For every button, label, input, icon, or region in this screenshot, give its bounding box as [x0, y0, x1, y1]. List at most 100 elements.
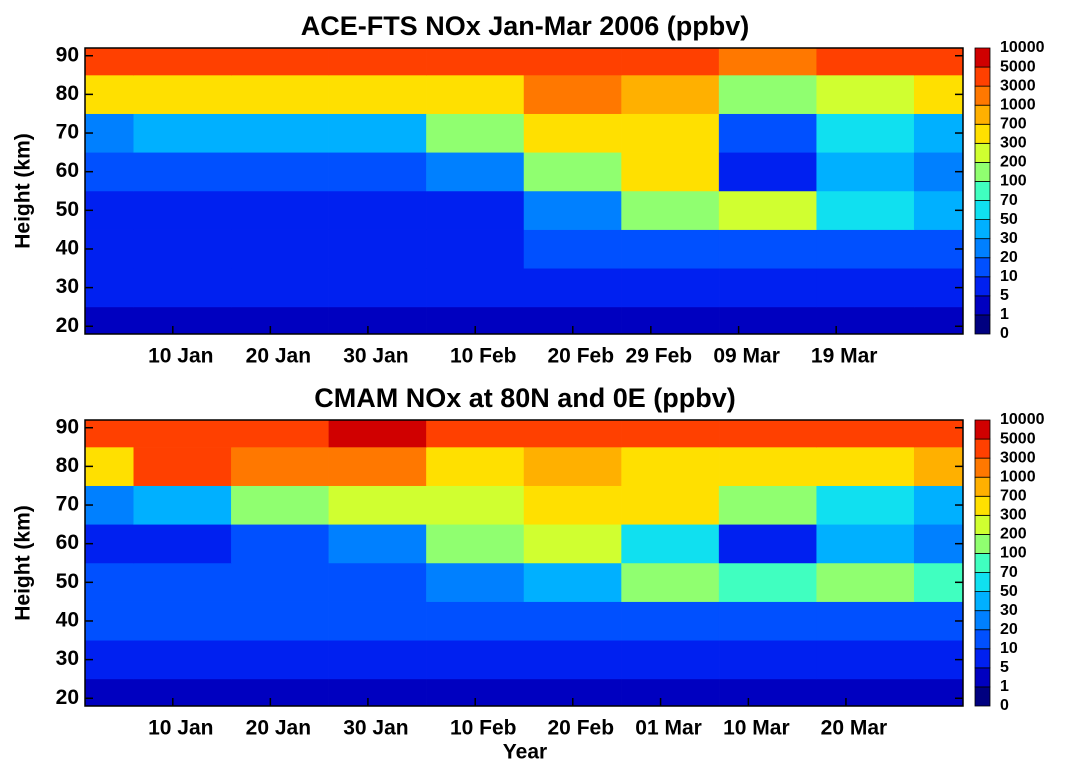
colorbar-label: 3000	[1000, 449, 1036, 466]
colorbar-label: 100	[1000, 545, 1027, 562]
x-tick-label: 10 Mar	[723, 717, 790, 740]
contour-cell	[426, 601, 525, 641]
contour-cell	[84, 640, 135, 680]
plot-frame	[84, 47, 964, 335]
contour-cell	[621, 113, 720, 153]
x-tick-label: 29 Feb	[626, 345, 693, 368]
contour-cell	[816, 152, 915, 192]
contour-cell	[718, 678, 817, 707]
contour-cell	[328, 47, 427, 76]
contour-cell	[84, 524, 135, 564]
contour-cell	[621, 419, 720, 448]
contour-cell	[523, 562, 622, 602]
colorbar-box	[974, 276, 991, 297]
colorbar-label: 10000	[1000, 39, 1045, 56]
contour-cell	[133, 229, 232, 269]
contour-cell	[621, 601, 720, 641]
y-tick-label: 90	[56, 43, 79, 66]
colorbar-box	[974, 161, 991, 182]
contour-cell	[84, 190, 135, 230]
colorbar-box	[974, 314, 991, 335]
contour-cell	[231, 562, 330, 602]
colorbar-label: 10	[1000, 640, 1018, 657]
y-tick-label: 60	[56, 159, 79, 182]
contour-cell	[231, 419, 330, 448]
y-tick-label: 70	[56, 121, 79, 144]
colorbar-label: 3000	[1000, 77, 1036, 94]
x-tick-label: 10 Feb	[450, 717, 517, 740]
contour-cell	[133, 190, 232, 230]
contour-cell	[133, 113, 232, 153]
contour-cell	[816, 446, 915, 486]
y-tick-label: 90	[56, 415, 79, 438]
contour-cell	[84, 446, 135, 486]
colorbar-label: 300	[1000, 135, 1027, 152]
contour-cell	[523, 268, 622, 308]
contour-cell	[913, 562, 964, 602]
contour-cell	[133, 74, 232, 114]
contour-cell	[621, 562, 720, 602]
y-tick-label: 40	[56, 237, 79, 260]
x-tick-label: 20 Feb	[548, 345, 615, 368]
contour-cell	[133, 47, 232, 76]
contour-cell	[523, 524, 622, 564]
contour-cell	[718, 446, 817, 486]
x-tick-label: 10 Feb	[450, 345, 517, 368]
colorbar-label: 20	[1000, 249, 1018, 266]
contour-cell	[231, 601, 330, 641]
contour-cell	[231, 306, 330, 335]
colorbar-box	[974, 495, 991, 516]
contour-cell	[231, 47, 330, 76]
contour-cell	[84, 74, 135, 114]
colorbar-label: 700	[1000, 487, 1027, 504]
colorbar-box	[974, 419, 991, 440]
colorbar-label: 1	[1000, 678, 1009, 695]
colorbar-label: 10	[1000, 268, 1018, 285]
contour-cell	[913, 485, 964, 525]
contour-cell	[621, 640, 720, 680]
y-tick-label: 30	[56, 647, 79, 670]
contour-cell	[913, 601, 964, 641]
contour-cell	[328, 190, 427, 230]
colorbar-box	[974, 629, 991, 650]
colorbar-box	[974, 142, 991, 163]
contour-cell	[328, 678, 427, 707]
colorbar-label: 70	[1000, 564, 1018, 581]
contour-cell	[84, 562, 135, 602]
colorbar-label: 0	[1000, 325, 1009, 342]
contour-cell	[133, 419, 232, 448]
colorbar-box	[974, 572, 991, 592]
contour-cell	[718, 601, 817, 641]
contour-cell	[231, 74, 330, 114]
contour-cell	[426, 229, 525, 269]
contour-cell	[328, 306, 427, 335]
contour-cell	[328, 485, 427, 525]
contour-cell	[913, 524, 964, 564]
contour-cell	[816, 113, 915, 153]
contour-cell	[523, 446, 622, 486]
contour-cell	[133, 562, 232, 602]
y-axis-label: Height (km)	[12, 505, 35, 621]
colorbar-box	[974, 295, 991, 316]
contour-cell	[523, 485, 622, 525]
contour-cell	[133, 524, 232, 564]
colorbar-box	[974, 438, 991, 459]
colorbar-label: 30	[1000, 230, 1018, 247]
contour-cell	[231, 268, 330, 308]
y-tick-label: 70	[56, 493, 79, 516]
contour-cell	[133, 152, 232, 192]
colorbar-box	[974, 667, 991, 688]
colorbar-box	[974, 457, 991, 478]
contour-cell	[718, 190, 817, 230]
contour-cell	[718, 419, 817, 448]
contour-cell	[718, 113, 817, 153]
x-tick-label: 20 Feb	[548, 717, 615, 740]
contour-cell	[621, 524, 720, 564]
contour-cell	[816, 601, 915, 641]
contour-cell	[913, 229, 964, 269]
contour-cell	[718, 485, 817, 525]
contour-cell	[133, 306, 232, 335]
y-tick-label: 80	[56, 82, 79, 105]
contour-cell	[621, 152, 720, 192]
contour-cell	[621, 268, 720, 308]
